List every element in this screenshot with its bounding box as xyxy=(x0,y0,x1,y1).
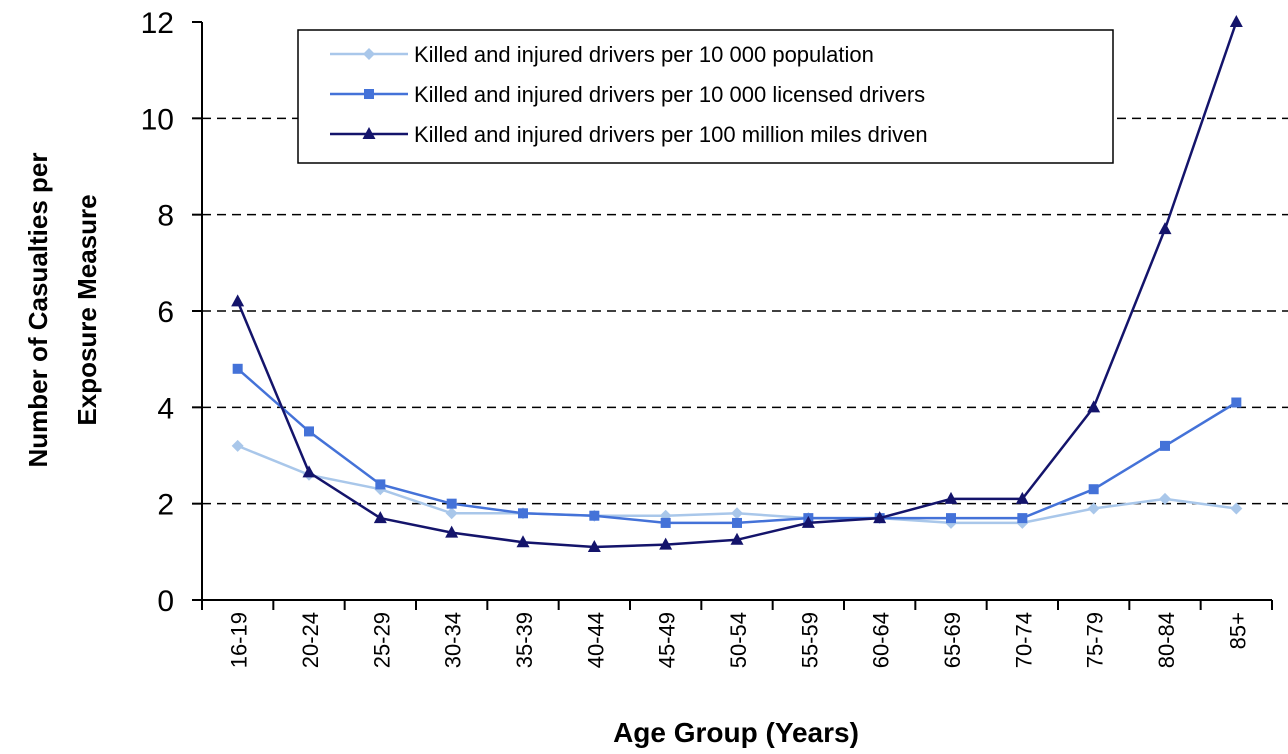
data-point xyxy=(1015,491,1029,504)
x-tick-label: 35-39 xyxy=(512,612,537,668)
data-point xyxy=(659,537,673,550)
data-point xyxy=(731,507,743,520)
x-axis-title: Age Group (Years) xyxy=(613,717,859,748)
data-point xyxy=(446,498,457,509)
data-point xyxy=(730,532,744,545)
data-point xyxy=(1160,440,1170,451)
data-point xyxy=(1230,502,1243,515)
legend-label: Killed and injured drivers per 10 000 po… xyxy=(414,42,874,67)
x-tick-label: 55-59 xyxy=(797,612,822,668)
x-ticks: 16-19 20-24 25-29 30-34 35-39 40-44 45-49 50-54… xyxy=(201,600,1273,668)
data-point xyxy=(231,439,244,452)
legend-entry: Killed and injured drivers per 100 milli… xyxy=(330,122,928,147)
data-point xyxy=(1229,15,1243,27)
legend-marker xyxy=(363,48,375,60)
y-tick-label: 2 xyxy=(157,489,174,522)
data-point xyxy=(587,540,601,553)
series xyxy=(231,15,1243,553)
x-tick-label: 25-29 xyxy=(369,612,394,668)
data-point xyxy=(732,517,742,528)
y-tick-label: 8 xyxy=(157,200,174,233)
x-tick-label: 80-84 xyxy=(1154,612,1179,668)
x-tick-label: 20-24 xyxy=(298,612,323,668)
x-tick-label: 70-74 xyxy=(1011,612,1036,668)
x-tick-label: 85+ xyxy=(1225,612,1250,649)
y-axis-title-line-2: Exposure Measure xyxy=(72,194,102,425)
x-tick-label: 50-54 xyxy=(726,612,751,668)
legend-marker xyxy=(364,89,374,99)
data-point xyxy=(518,508,528,519)
x-tick-label: 60-64 xyxy=(869,612,894,668)
data-point xyxy=(660,517,671,528)
data-point xyxy=(302,465,316,478)
y-axis-title-line-1: Number of Casualties per xyxy=(23,153,53,468)
legend-marker xyxy=(362,127,376,139)
x-tick-label: 30-34 xyxy=(441,612,466,668)
data-point xyxy=(1017,513,1028,524)
data-point xyxy=(373,511,387,524)
data-point xyxy=(944,491,958,504)
data-point xyxy=(1158,222,1172,235)
data-point xyxy=(232,363,243,374)
legend-entry: Killed and injured drivers per 10 000 po… xyxy=(330,42,874,67)
data-point xyxy=(1087,400,1101,413)
y-tick-label: 0 xyxy=(157,585,174,618)
x-tick-label: 40-44 xyxy=(583,612,608,668)
x-tick-label: 65-69 xyxy=(940,612,965,668)
data-point xyxy=(1088,484,1099,495)
legend-entry: Killed and injured drivers per 10 000 li… xyxy=(330,82,925,107)
data-point xyxy=(516,535,530,548)
data-point xyxy=(304,426,314,437)
legend-label: Killed and injured drivers per 100 milli… xyxy=(414,122,928,147)
data-point xyxy=(946,513,956,524)
legend: Killed and injured drivers per 10 000 po… xyxy=(297,29,1114,164)
data-point xyxy=(375,479,386,490)
y-tick-label: 10 xyxy=(141,103,174,136)
data-point xyxy=(589,510,600,521)
data-point xyxy=(445,507,458,520)
data-point xyxy=(873,511,887,524)
x-tick-label: 75-79 xyxy=(1083,612,1108,668)
legend-box xyxy=(297,29,1114,164)
series-3 xyxy=(231,15,1243,553)
series-line xyxy=(236,367,1237,525)
legend-label: Killed and injured drivers per 10 000 li… xyxy=(414,82,925,107)
data-point xyxy=(1159,492,1171,505)
y-tick-label: 4 xyxy=(157,392,174,425)
gridlines xyxy=(202,117,1288,505)
y-tick-label: 6 xyxy=(157,296,174,329)
data-point xyxy=(1231,397,1242,408)
data-point xyxy=(801,515,815,528)
x-tick-label: 45-49 xyxy=(655,612,680,668)
data-point xyxy=(1087,502,1100,515)
y-ticks: 0 2 4 6 8 10 12 xyxy=(141,7,202,618)
y-tick-label: 12 xyxy=(141,7,174,40)
data-point xyxy=(231,294,245,307)
x-tick-label: 16-19 xyxy=(227,612,252,668)
data-point xyxy=(445,525,459,538)
